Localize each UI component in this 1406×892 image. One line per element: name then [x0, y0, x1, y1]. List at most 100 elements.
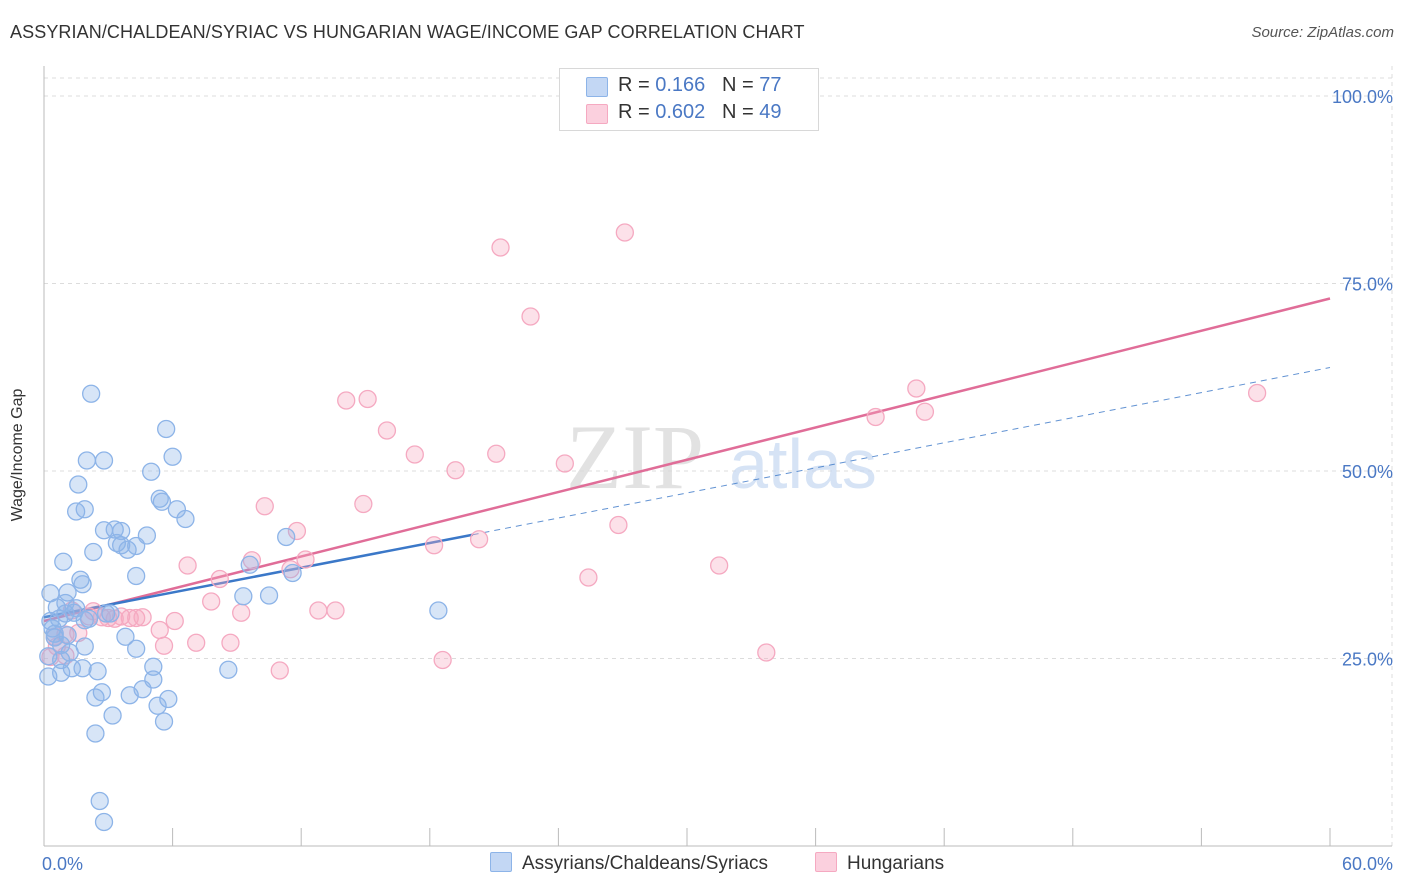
- assyrians-point: [429, 601, 448, 620]
- legend-n-value: 49: [759, 101, 782, 123]
- legend-n-label: N =: [721, 74, 754, 96]
- assyrians-point: [144, 670, 163, 689]
- assyrians-point: [82, 384, 101, 403]
- hungarians-point: [326, 601, 345, 620]
- hungarians-point: [127, 608, 146, 628]
- hungarians-points: [41, 223, 1267, 680]
- stats-legend: R = 0.166 N = 77 R = 0.602 N = 49: [559, 68, 819, 131]
- hungarians-point: [757, 643, 776, 662]
- hungarians-point: [120, 608, 139, 628]
- assyrians-point: [219, 660, 238, 679]
- assyrians-point: [103, 706, 122, 725]
- assyrians-point: [92, 683, 112, 702]
- assyrians-point: [240, 555, 259, 574]
- legend-item-assyrians: Assyrians/Chaldeans/Syriacs: [490, 852, 768, 875]
- assyrians-point: [259, 586, 279, 605]
- hungarians-point: [232, 603, 251, 622]
- assyrians-point: [94, 451, 114, 470]
- hungarians-point: [615, 223, 634, 242]
- hungarians-point: [154, 636, 174, 655]
- assyrians-trend-extension: [472, 367, 1331, 536]
- assyrians-point: [69, 475, 88, 494]
- hungarians-point: [405, 445, 424, 464]
- assyrians-point: [101, 604, 120, 623]
- trend-lines: [43, 297, 1331, 623]
- assyrians-point: [54, 552, 73, 571]
- hungarians-point: [469, 530, 489, 549]
- assyrians-legend-label: Assyrians/Chaldeans/Syriacs: [522, 853, 769, 874]
- x-tick-label-min: 0.0%: [42, 854, 83, 874]
- hungarians-point: [866, 407, 885, 427]
- hungarians-point: [915, 402, 935, 421]
- hungarians-point: [354, 494, 373, 514]
- assyrians-legend-swatch: [490, 852, 512, 872]
- assyrians-point: [97, 604, 116, 623]
- assyrians-point: [152, 492, 172, 511]
- legend-n-label: N =: [721, 101, 754, 123]
- y-tick-label: 25.0%: [1342, 650, 1393, 670]
- assyrians-point: [58, 583, 77, 602]
- hungarians-point: [433, 650, 452, 670]
- y-tick-label: 100.0%: [1332, 87, 1393, 107]
- hungarians-point: [202, 592, 221, 611]
- hungarians-point: [337, 391, 356, 410]
- hungarians-point: [377, 421, 397, 440]
- assyrians-point: [51, 663, 71, 682]
- assyrians-point: [88, 662, 107, 681]
- tick-labels: 25.0% 50.0% 75.0% 100.0% 0.0% 60.0%: [42, 87, 1393, 874]
- hungarians-point: [609, 515, 628, 535]
- assyrians-point: [163, 447, 182, 466]
- hungarians-point: [178, 556, 197, 575]
- assyrians-point: [127, 639, 146, 658]
- assyrians-point: [137, 526, 157, 545]
- legend-item-hungarians: Hungarians: [815, 852, 944, 875]
- assyrians-point: [157, 419, 176, 439]
- hungarians-point: [1247, 383, 1267, 403]
- hungarians-point: [210, 569, 229, 589]
- hungarians-point: [358, 389, 377, 409]
- watermark-atlas: atlas: [729, 425, 877, 503]
- hungarians-point: [150, 620, 169, 640]
- hungarians-point: [907, 379, 926, 398]
- hungarians-point: [165, 611, 184, 631]
- hungarians-point: [555, 454, 574, 473]
- assyrians-point: [79, 609, 99, 628]
- assyrians-point: [176, 509, 195, 529]
- chart-title: ASSYRIAN/CHALDEAN/SYRIAC VS HUNGARIAN WA…: [10, 22, 805, 42]
- hungarians-point: [287, 521, 307, 541]
- hungarians-point: [521, 307, 540, 326]
- assyrians-point: [84, 542, 103, 562]
- assyrians-point: [234, 587, 253, 606]
- assyrians-swatch: [586, 77, 608, 97]
- hungarians-point: [296, 550, 315, 569]
- hungarians-legend-label: Hungarians: [847, 853, 945, 874]
- watermark-zip: ZIP: [566, 406, 704, 508]
- legend-r-label: R =: [618, 74, 650, 96]
- assyrians-point: [144, 657, 163, 676]
- assyrians-point: [127, 566, 146, 586]
- assyrians-point: [159, 689, 178, 709]
- hungarians-point: [487, 444, 506, 463]
- assyrians-point: [62, 659, 82, 678]
- assyrians-point: [283, 563, 302, 583]
- hungarians-point: [424, 536, 444, 555]
- assyrians-point: [150, 489, 169, 508]
- assyrians-point: [94, 812, 114, 832]
- assyrians-points: [39, 384, 448, 832]
- axes: [43, 66, 1392, 847]
- x-tick-label-max: 60.0%: [1342, 854, 1393, 874]
- hungarians-point: [446, 461, 465, 480]
- assyrians-point: [112, 521, 131, 541]
- legend-n-value: 77: [759, 74, 782, 96]
- assyrians-point: [73, 575, 92, 594]
- y-tick-label: 50.0%: [1342, 462, 1393, 482]
- source-label: Source: ZipAtlas.com: [1251, 24, 1394, 41]
- y-tick-label: 75.0%: [1342, 275, 1393, 295]
- assyrians-trend-line: [43, 533, 473, 619]
- hungarians-point: [270, 661, 289, 680]
- assyrians-point: [116, 627, 135, 646]
- hungarians-point: [491, 238, 510, 257]
- hungarians-swatch: [586, 104, 608, 124]
- legend-r-value: 0.602: [655, 101, 706, 123]
